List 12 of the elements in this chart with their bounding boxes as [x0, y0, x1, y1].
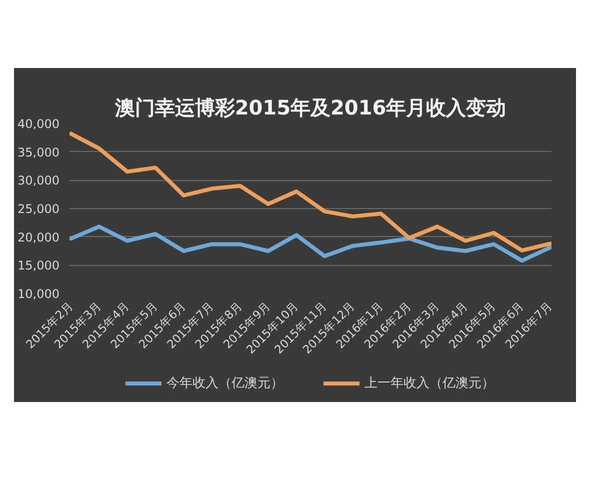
y-tick-label: 15,000 — [18, 258, 60, 273]
legend-label: 今年收入（亿澳元） — [166, 375, 284, 392]
y-tick-label: 25,000 — [18, 202, 60, 216]
y-tick-label: 35,000 — [18, 145, 60, 160]
y-tick-label: 10,000 — [18, 287, 60, 301]
legend-label: 上一年收入（亿澳元） — [364, 375, 494, 392]
y-tick-label: 30,000 — [18, 174, 60, 188]
y-tick-label: 40,000 — [18, 117, 60, 131]
line-series — [70, 224, 552, 263]
chart-title: 澳门幸运博彩2015年及2016年月收入变动 — [114, 96, 506, 120]
line-series — [70, 132, 552, 252]
y-tick-label: 20,000 — [18, 230, 60, 244]
